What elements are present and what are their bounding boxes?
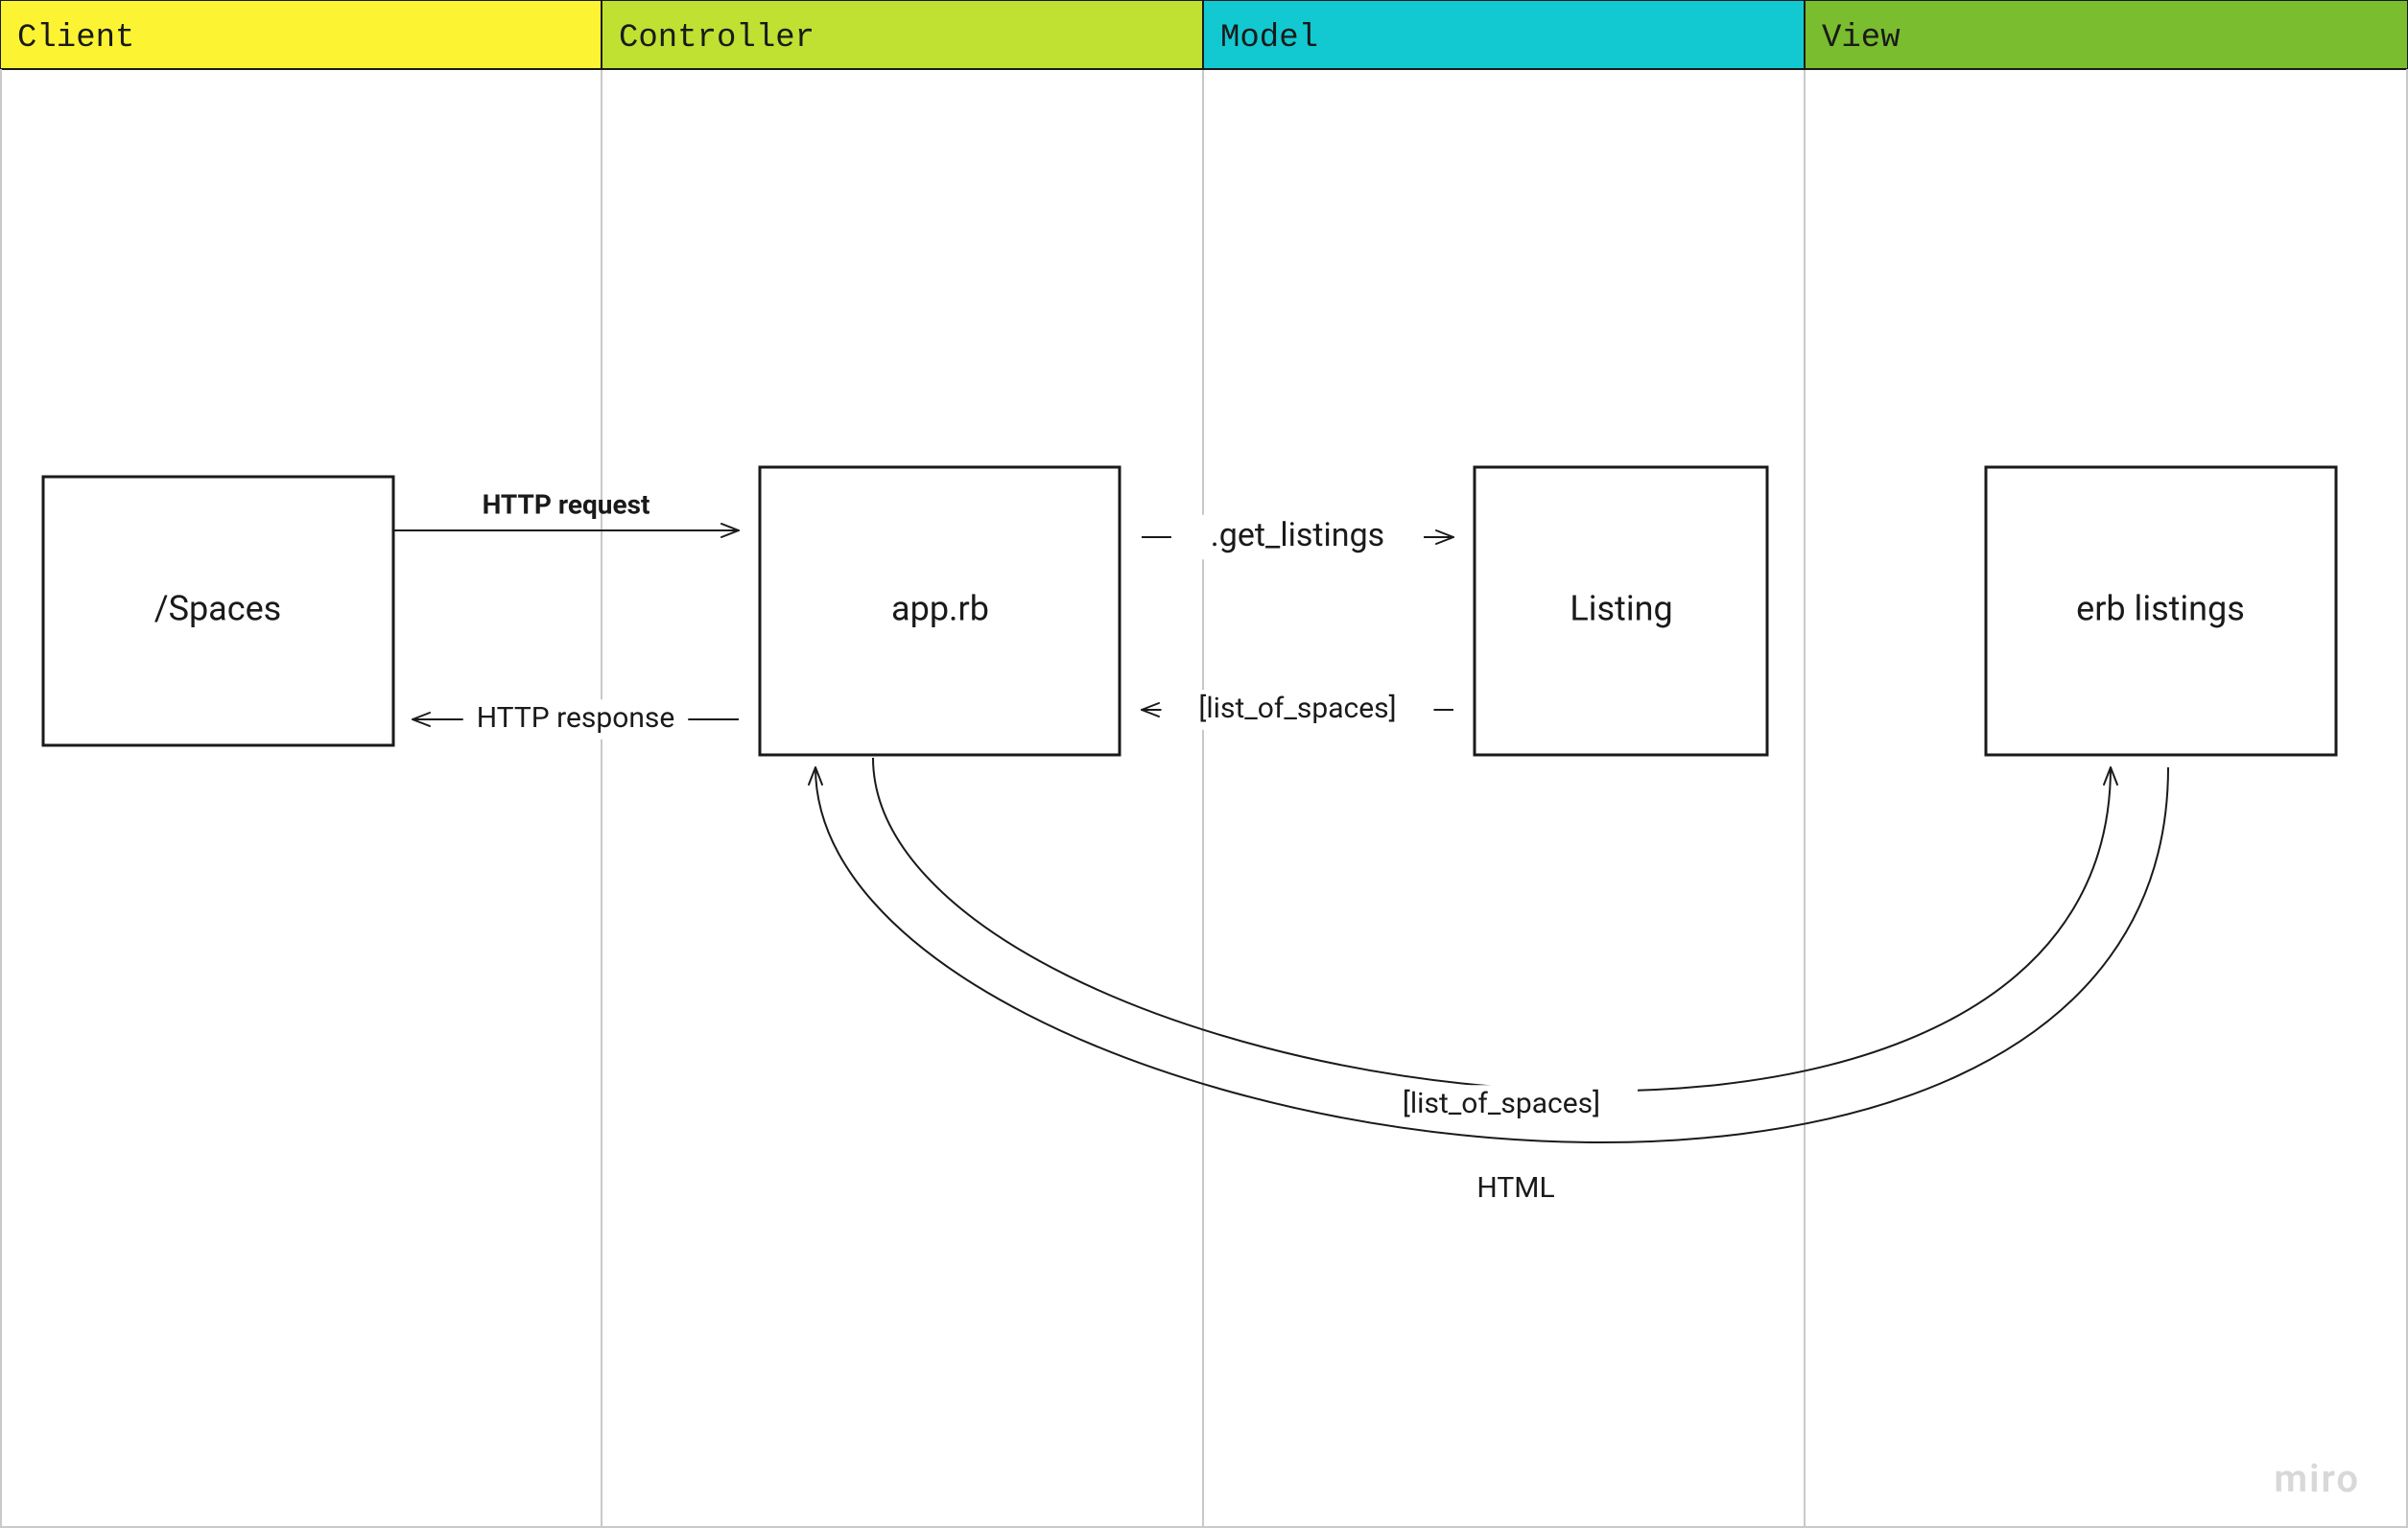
arrow-http_request: HTTP request: [393, 488, 739, 537]
watermark: miro: [2274, 1456, 2360, 1501]
lane-header-label-client: Client: [17, 20, 134, 57]
arrow-http_response: HTTP response: [413, 699, 739, 740]
lane-header-label-controller: Controller: [619, 20, 814, 57]
box-label-client: /Spaces: [154, 589, 282, 629]
curve-label-from_view: HTML: [1476, 1171, 1554, 1205]
lane-header-label-view: View: [1822, 20, 1900, 57]
arrow-label-get_listings: .get_listings: [1211, 516, 1384, 554]
arrow-label-http_request: HTTP request: [483, 488, 650, 520]
lane-header-label-model: Model: [1220, 20, 1318, 57]
arrow-label-list_back: [list_of_spaces]: [1198, 692, 1396, 725]
arrow-get_listings: .get_listings: [1142, 515, 1453, 560]
diagram-svg: Client Controller Model View /Spaces app.rb L…: [0, 0, 2408, 1528]
curve-to_view: [list_of_spaces]: [873, 758, 2117, 1125]
curve-label-to_view: [list_of_spaces]: [1403, 1087, 1600, 1120]
curve-from_view: HTML: [809, 767, 2168, 1210]
box-label-view: erb listings: [2076, 589, 2245, 629]
diagram-canvas: Client Controller Model View /Spaces app.rb L…: [0, 0, 2408, 1528]
arrow-list_back: [list_of_spaces]: [1142, 690, 1453, 730]
arrow-label-http_response: HTTP response: [477, 701, 675, 735]
box-label-controller: app.rb: [891, 589, 989, 629]
box-label-model: Listing: [1570, 589, 1672, 629]
